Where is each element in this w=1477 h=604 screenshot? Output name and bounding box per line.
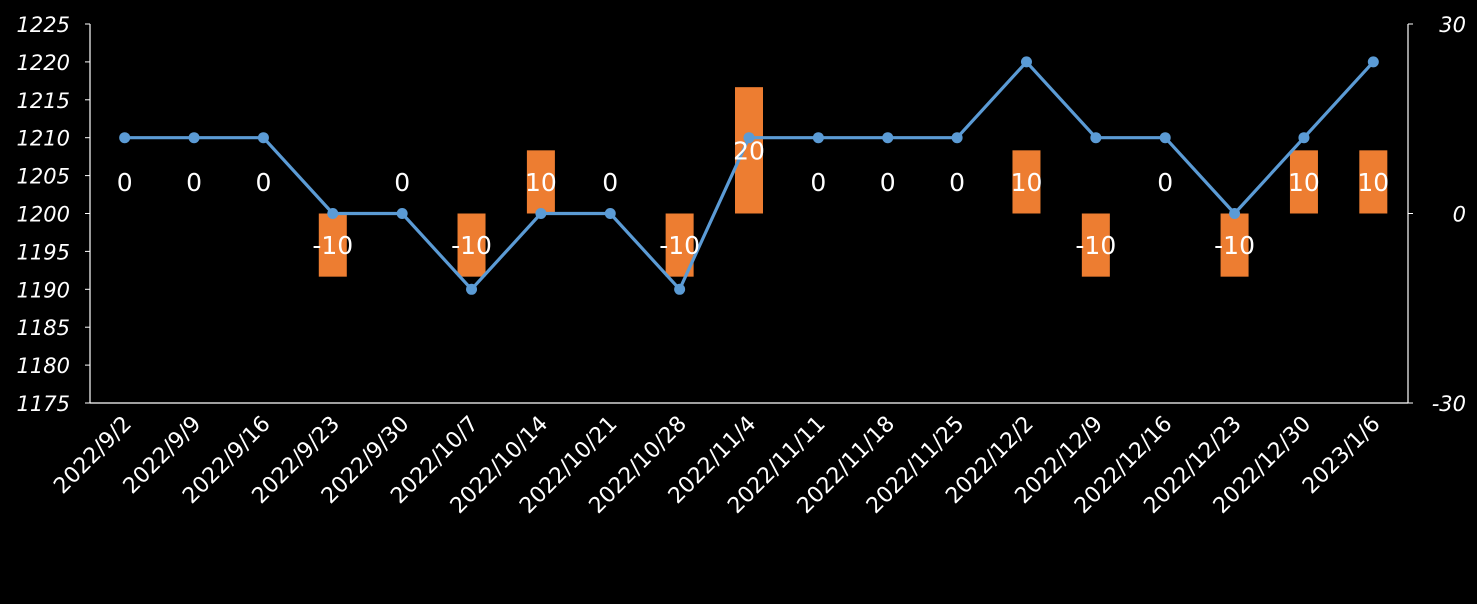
line-point [604, 208, 616, 219]
bars-layer [318, 87, 1388, 277]
bar [1081, 213, 1110, 277]
y-left-tick-label: 1175 [17, 392, 70, 416]
bar-data-label: -10 [451, 231, 492, 260]
bar-data-label: -10 [1075, 231, 1116, 260]
bar-data-label: 0 [117, 168, 133, 197]
y-left-tick-label: 1225 [17, 13, 70, 37]
bar-data-label: 0 [602, 168, 618, 197]
line-point [188, 132, 200, 144]
line-point [812, 132, 824, 144]
line-point [396, 208, 408, 219]
bar-data-label: 0 [255, 168, 271, 197]
bar [1289, 150, 1318, 214]
line-point [1020, 56, 1032, 68]
bar-data-label: 10 [525, 168, 557, 197]
y-left-tick-label: 1210 [17, 127, 70, 151]
bar-data-label: -10 [659, 231, 700, 260]
line-point [1159, 132, 1171, 144]
bar-data-label: 0 [880, 168, 896, 197]
line-point [1229, 208, 1241, 219]
bar-data-label: 0 [186, 168, 202, 197]
y-left-tick-label: 1185 [17, 316, 70, 340]
bar-data-label: -10 [1214, 231, 1255, 260]
bar [1012, 150, 1041, 214]
line-point [951, 132, 963, 144]
line-point [1090, 132, 1102, 144]
line-point [1367, 56, 1379, 68]
line-point [674, 283, 686, 295]
y-right-tick-label: -30 [1432, 392, 1466, 416]
bar [735, 87, 763, 214]
bar-data-label: 0 [394, 168, 410, 197]
y-left-tick-label: 1220 [17, 51, 70, 75]
bar [526, 150, 555, 214]
bar [457, 213, 486, 277]
bar-data-label: 10 [1011, 168, 1043, 197]
line-point [535, 208, 547, 219]
bar-data-label: 0 [810, 168, 826, 197]
line-point [743, 132, 755, 144]
y-left-tick-label: 1190 [17, 278, 70, 302]
bar-data-label: 10 [1288, 168, 1320, 197]
bar [1220, 213, 1249, 277]
bar-data-label: 20 [733, 136, 765, 165]
y-left-tick-label: 1180 [17, 354, 70, 378]
line-point [119, 132, 131, 144]
y-left-tick-label: 1205 [17, 165, 70, 189]
bar-data-label: 10 [1357, 168, 1389, 197]
bar-data-label: 0 [1157, 168, 1173, 197]
y-left-tick-label: 1215 [17, 89, 70, 113]
y-left-tick-label: 1200 [17, 203, 70, 227]
line-point [882, 132, 894, 144]
data-labels-layer: 0 0 0 -10 0 -10 10 0 -10 20 0 0 0 10 -10 0 -10 10 10 [117, 136, 1389, 260]
line-layer [119, 56, 1379, 295]
line-point [327, 208, 339, 219]
line-point [257, 132, 269, 144]
bar-data-label: 0 [949, 168, 965, 197]
y-right-tick-label: 0 [1453, 203, 1466, 227]
bar-data-label: -10 [312, 231, 353, 260]
bar [1359, 150, 1388, 214]
line-point [466, 283, 478, 295]
bar [318, 213, 347, 277]
y-left-tick-label: 1195 [17, 240, 70, 264]
line-point [1298, 132, 1310, 144]
y-right-tick-label: 30 [1439, 13, 1466, 37]
